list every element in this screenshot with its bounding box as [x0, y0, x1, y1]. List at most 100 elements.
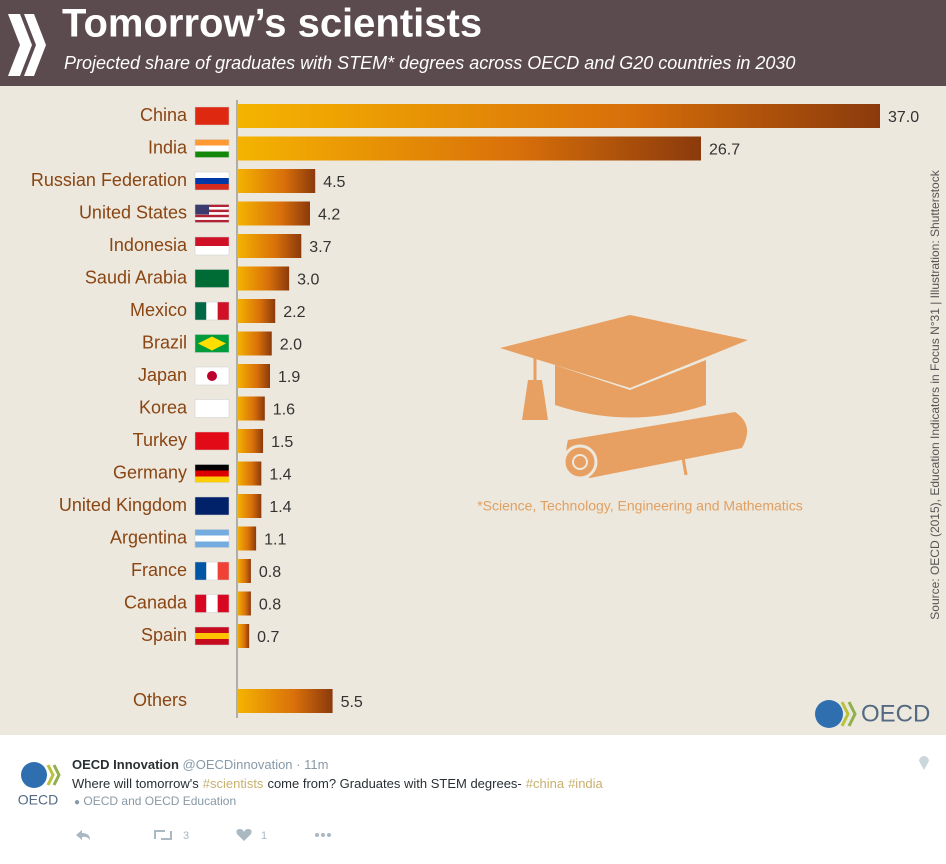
logo-text: OECD: [861, 700, 930, 727]
bar: [237, 266, 290, 291]
y-tick-label: Others: [133, 690, 187, 710]
value-label: 26.7: [709, 142, 740, 159]
author[interactable]: OECD Innovation: [72, 757, 179, 772]
flag-stripe: [195, 627, 229, 633]
flag-border: [194, 106, 230, 126]
flag: [194, 171, 230, 191]
retweet-icon[interactable]: [154, 830, 172, 840]
flag-stripe: [195, 204, 229, 208]
flag-stripe: [195, 184, 229, 190]
flag-border: [194, 236, 230, 256]
flag-border: [194, 301, 230, 321]
oecd-logo: OECD: [815, 700, 930, 728]
flag-stripe: [195, 464, 229, 471]
bar: [237, 559, 251, 583]
flag-diamond: [198, 336, 226, 351]
y-tick-label: Turkey: [133, 430, 187, 450]
flag: [194, 626, 230, 646]
value-label: 1.4: [269, 499, 291, 516]
time[interactable]: 11m: [304, 757, 329, 772]
bar: [237, 201, 310, 226]
bar: [237, 429, 264, 453]
flag-stripe: [195, 212, 229, 215]
flag-stripe: [195, 145, 229, 152]
y-tick-label: Argentina: [110, 527, 188, 547]
chart: Tomorrow’s scientists Projected share of…: [0, 0, 946, 735]
flag: [194, 106, 230, 126]
bar: [237, 364, 271, 388]
value-label: 1.9: [278, 369, 300, 386]
flag-stripe: [206, 594, 218, 613]
bar: [237, 299, 276, 323]
like-icon[interactable]: [236, 829, 252, 841]
flag-stripe: [195, 178, 229, 184]
mentions[interactable]: OECD and OECD Education: [83, 794, 237, 808]
flag-stripe: [195, 594, 207, 613]
flag-stripe: [195, 529, 229, 536]
bar: [237, 494, 262, 518]
value-label: 2.0: [280, 337, 302, 354]
flag-border: [194, 399, 230, 418]
y-tick-label: Korea: [139, 397, 188, 417]
flag-stripe: [195, 219, 229, 223]
flag-stripe: [195, 269, 229, 288]
bar: [237, 591, 251, 616]
chart-subtitle: Projected share of graduates with STEM* …: [64, 53, 795, 73]
flag-border: [194, 204, 230, 223]
flag-stripe: [195, 633, 229, 639]
flag-stripe: [195, 535, 229, 542]
y-tick-label: Spain: [141, 625, 187, 645]
flag-border: [194, 139, 230, 158]
bar: [237, 331, 272, 356]
more-icon[interactable]: [315, 833, 331, 837]
flag: [194, 236, 230, 256]
avatar[interactable]: OECD: [14, 757, 74, 817]
flag-stripe: [195, 209, 229, 213]
text-part: Where will tomorrow's: [72, 776, 199, 791]
flag-stripe: [195, 562, 207, 580]
value-label: 0.8: [259, 597, 281, 614]
flag-stripe: [195, 432, 229, 450]
flag-border: [194, 171, 230, 191]
y-tick-label: Indonesia: [109, 235, 188, 255]
flag-border: [194, 334, 230, 353]
value-label: 5.5: [341, 694, 363, 711]
value-label: 1.5: [271, 434, 293, 451]
bar: [237, 104, 880, 128]
hashtag[interactable]: #china: [525, 776, 565, 791]
hashtag[interactable]: #india: [568, 776, 603, 791]
y-tick-label: Germany: [113, 462, 187, 482]
text-part: come from? Graduates with STEM degrees-: [267, 776, 522, 791]
flag-stripe: [195, 470, 229, 477]
value-label: 1.1: [264, 532, 286, 549]
reply-icon[interactable]: [76, 830, 90, 840]
y-tick-label: Brazil: [142, 332, 187, 352]
flag: [194, 204, 230, 223]
flag-disc: [207, 371, 217, 381]
flag: [194, 399, 230, 418]
handle[interactable]: @OECDinnovation: [182, 757, 293, 772]
flag: [194, 334, 230, 353]
flag-stripe: [195, 476, 229, 483]
value-label: 3.7: [309, 239, 331, 256]
flag-stripe: [195, 237, 229, 246]
bar: [237, 526, 257, 551]
like-count: 1: [261, 830, 267, 842]
flag-stripe: [195, 639, 229, 645]
flag-canton: [195, 204, 209, 215]
flag: [194, 269, 230, 288]
flag: [194, 301, 230, 321]
hashtag[interactable]: #scientists: [202, 776, 264, 791]
bar: [237, 136, 702, 161]
y-tick-label: France: [131, 560, 187, 580]
value-label: 2.2: [283, 304, 305, 321]
flag-stripe: [195, 151, 229, 158]
flag-border: [194, 431, 230, 451]
flag-stripe: [206, 562, 218, 580]
flag-stripe: [195, 139, 229, 146]
location-icon[interactable]: [918, 755, 930, 771]
flag: [194, 529, 230, 548]
bar: [237, 461, 262, 486]
value-label: 4.2: [318, 207, 340, 224]
y-tick-label: India: [148, 137, 188, 157]
